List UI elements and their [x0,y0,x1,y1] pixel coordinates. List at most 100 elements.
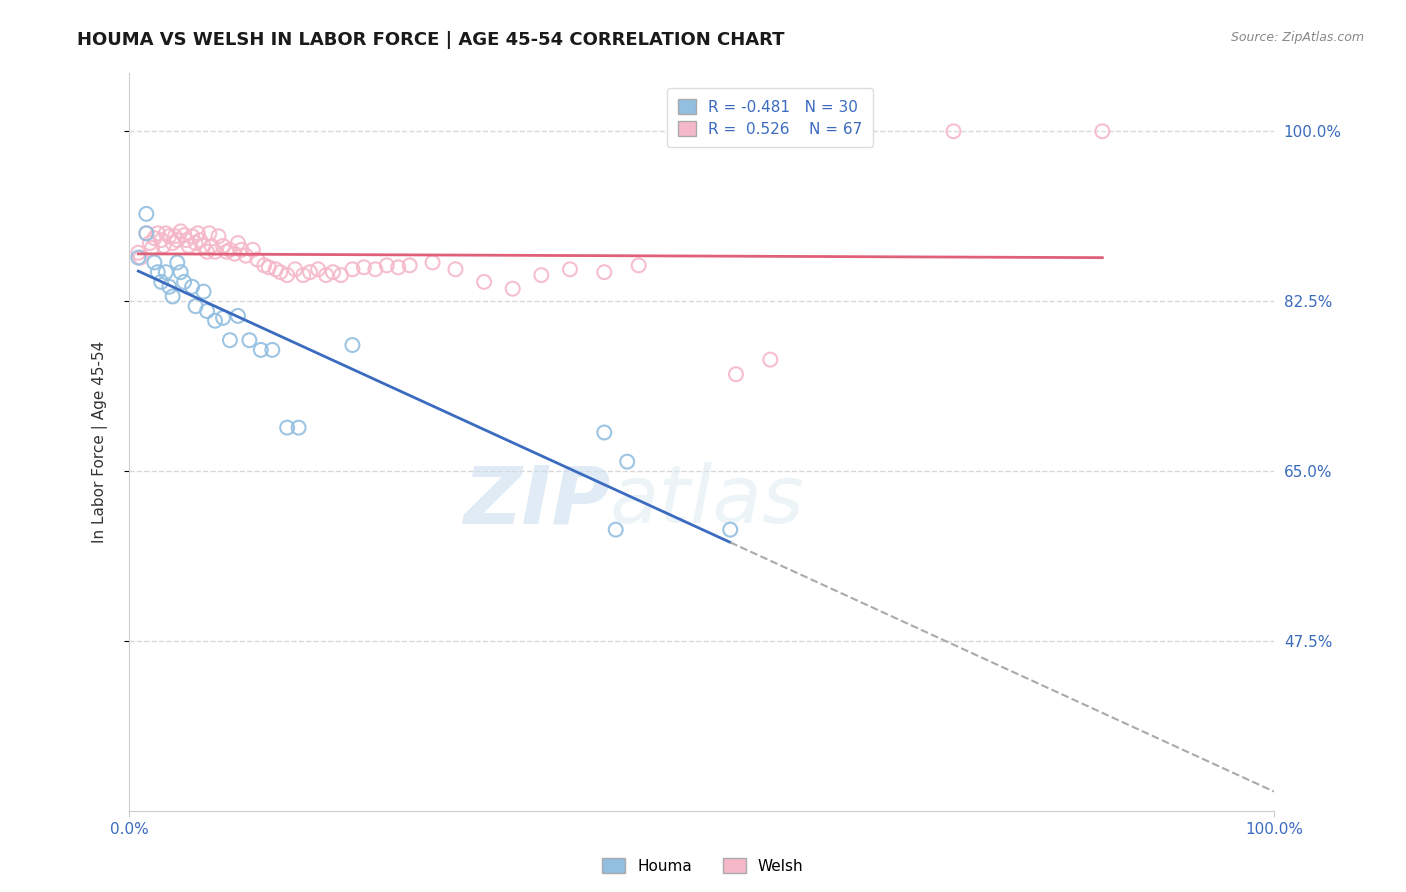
Point [444,262,467,277]
Point [157,279,180,293]
Point [299,265,322,279]
Point [342,262,364,277]
Point [387,260,409,275]
Point [150,275,173,289]
Point [195,244,218,259]
Point [422,255,444,269]
Point [155,227,177,241]
Point [166,255,188,269]
Text: ZIP: ZIP [463,462,610,541]
Point [315,268,337,282]
Point [176,233,198,247]
Point [181,279,204,293]
Point [135,227,157,241]
Point [155,265,177,279]
Point [292,268,315,282]
Y-axis label: In Labor Force | Age 45-54: In Labor Force | Age 45-54 [93,341,108,543]
Point [204,244,226,259]
Point [262,343,284,357]
Point [170,265,193,279]
Point [207,229,229,244]
Point [152,239,174,253]
Point [157,229,180,244]
Point [472,275,495,289]
Point [193,285,215,299]
Point [212,310,235,325]
Point [759,352,782,367]
Point [375,258,398,272]
Point [502,282,524,296]
Point [163,229,186,244]
Legend: R = -0.481   N = 30, R =  0.526    N = 67: R = -0.481 N = 30, R = 0.526 N = 67 [668,88,873,147]
Point [198,227,221,241]
Point [242,243,264,257]
Point [257,260,280,275]
Point [129,251,152,265]
Point [253,258,276,272]
Legend: Houma, Welsh: Houma, Welsh [596,852,810,880]
Point [177,239,200,253]
Point [246,252,269,267]
Point [322,265,344,279]
Point [187,227,209,241]
Point [143,231,166,245]
Point [162,235,184,250]
Point [284,262,307,277]
Point [269,265,291,279]
Point [184,235,207,250]
Point [139,235,162,250]
Point [724,368,747,382]
Point [398,258,420,272]
Point [364,262,387,277]
Point [200,239,222,253]
Point [264,262,287,277]
Point [173,275,195,289]
Point [173,228,195,243]
Text: atlas: atlas [610,462,804,541]
Point [627,258,650,272]
Point [184,299,207,313]
Point [558,262,581,277]
Point [250,343,273,357]
Point [226,309,249,323]
Point [238,333,260,347]
Point [146,227,169,241]
Text: Source: ZipAtlas.com: Source: ZipAtlas.com [1230,31,1364,45]
Text: HOUMA VS WELSH IN LABOR FORCE | AGE 45-54 CORRELATION CHART: HOUMA VS WELSH IN LABOR FORCE | AGE 45-5… [77,31,785,49]
Point [212,239,235,253]
Point [162,289,184,303]
Point [135,207,157,221]
Point [135,227,157,241]
Point [616,455,638,469]
Point [276,268,298,282]
Point [235,249,257,263]
Point [181,229,204,244]
Point [593,425,616,440]
Point [215,244,238,259]
Point [141,241,163,255]
Point [193,239,215,253]
Point [127,245,149,260]
Point [605,523,627,537]
Point [530,268,553,282]
Point [330,268,353,282]
Point [307,262,329,277]
Point [718,523,741,537]
Point [287,420,309,434]
Point [231,243,253,257]
Point [224,246,246,260]
Point [204,314,226,328]
Point [143,255,166,269]
Point [127,251,149,265]
Point [146,265,169,279]
Point [593,265,616,279]
Point [166,233,188,247]
Point [219,243,242,257]
Point [170,224,193,238]
Point [1091,124,1114,138]
Point [942,124,965,138]
Point [195,304,218,318]
Point [188,233,211,247]
Point [219,333,242,347]
Point [226,235,249,250]
